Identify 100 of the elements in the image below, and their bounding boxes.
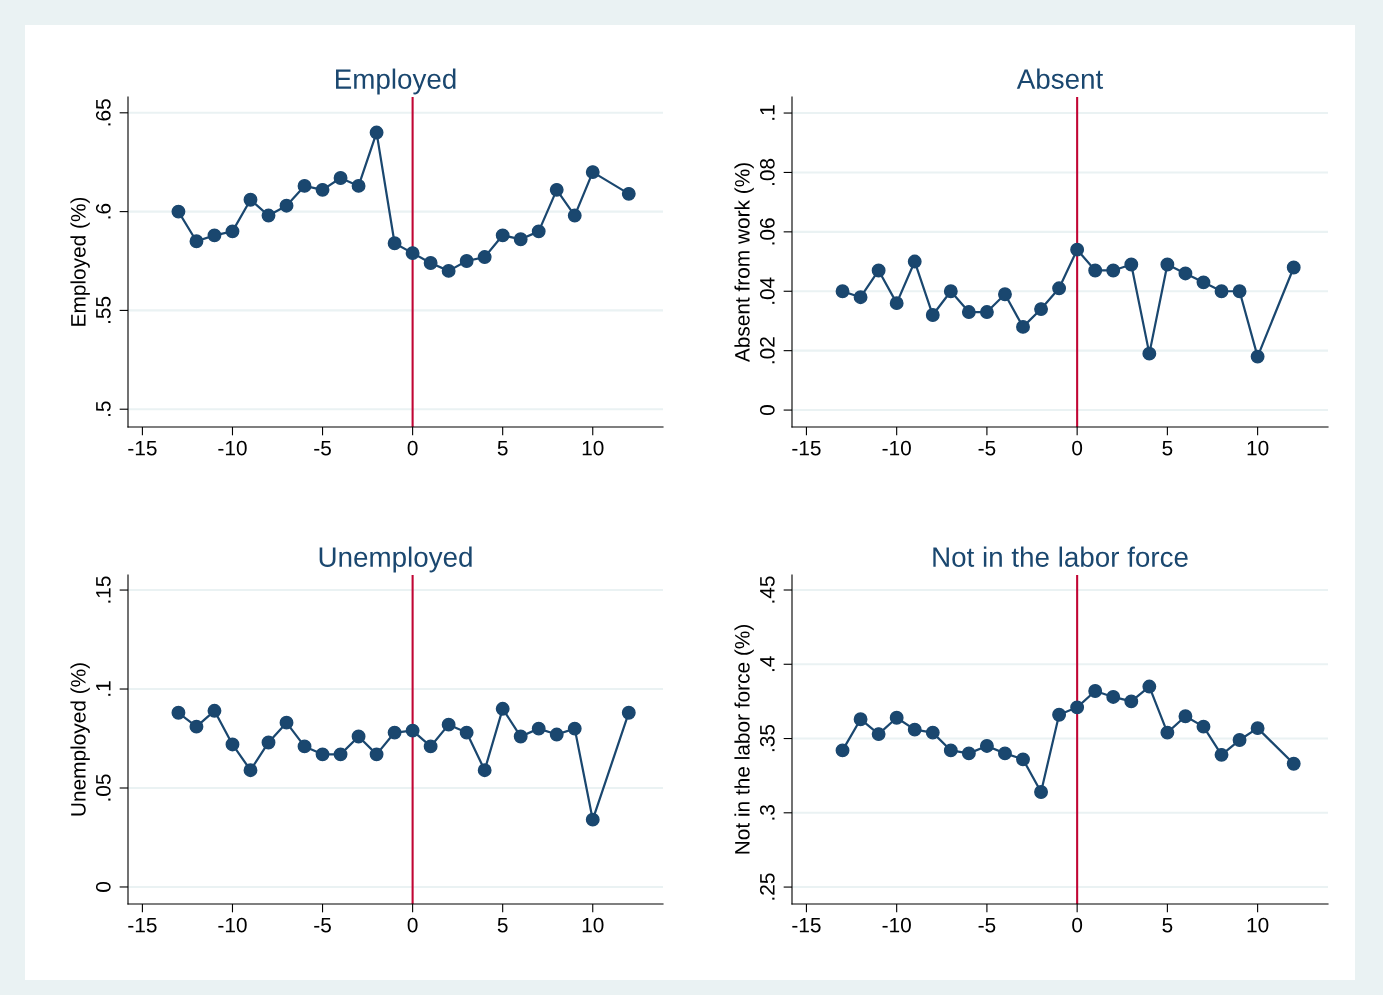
point: [1052, 281, 1067, 296]
point: [297, 739, 312, 754]
y-tick-label: .08: [759, 158, 775, 186]
point: [907, 254, 922, 269]
point: [423, 256, 438, 270]
point: [871, 263, 886, 278]
y-tick-label: .02: [759, 337, 775, 364]
point: [998, 287, 1012, 302]
point: [1214, 284, 1229, 299]
x-tick-label: 0: [1072, 917, 1083, 933]
point: [369, 125, 384, 140]
x-tick-label: -5: [314, 440, 331, 456]
x-tick-label: -15: [128, 917, 157, 933]
point: [297, 178, 312, 193]
x-tick-label: -10: [218, 917, 247, 933]
point: [1070, 700, 1085, 715]
point: [189, 719, 204, 734]
point: [1142, 679, 1157, 694]
y-axis-title: Absent from work (%): [734, 163, 754, 363]
x-tick-label: -5: [978, 917, 996, 933]
x-tick-label: 0: [407, 917, 418, 933]
point: [585, 812, 600, 827]
point: [1016, 319, 1030, 334]
point: [1088, 263, 1103, 278]
y-tick-label: .5: [96, 401, 111, 416]
point: [549, 182, 564, 197]
y-tick-label: .04: [759, 277, 775, 304]
point: [207, 228, 222, 243]
point: [1286, 260, 1301, 275]
point: [1250, 721, 1265, 736]
y-tick-label: .35: [759, 724, 775, 752]
point: [1160, 725, 1175, 740]
point: [1142, 346, 1157, 361]
point: [513, 729, 528, 744]
point: [405, 723, 420, 738]
point: [315, 747, 330, 762]
point: [189, 234, 204, 249]
y-axis-title: Not in the labor force (%): [734, 625, 754, 854]
point: [1070, 242, 1085, 257]
x-tick-label: -15: [128, 440, 157, 456]
point: [531, 224, 546, 239]
y-tick-label: .65: [95, 99, 111, 126]
point: [1196, 719, 1211, 734]
point: [459, 725, 474, 740]
point: [1016, 752, 1030, 767]
point: [261, 208, 276, 223]
point: [1286, 756, 1301, 771]
y-tick-label: .05: [95, 774, 111, 801]
y-tick-label: .45: [760, 576, 775, 603]
point: [1052, 707, 1067, 722]
point: [459, 254, 474, 268]
chart-title: Unemployed: [319, 546, 472, 573]
point: [1034, 302, 1048, 317]
x-tick-label: -5: [314, 917, 331, 933]
point: [333, 171, 348, 185]
point: [1088, 684, 1103, 698]
y-tick-label: .4: [760, 656, 775, 672]
y-axis-title: Employed (%): [70, 197, 90, 326]
point: [943, 284, 958, 299]
point: [621, 186, 636, 201]
point: [998, 746, 1012, 761]
y-tick-label: .1: [96, 681, 111, 696]
point: [1106, 690, 1121, 704]
point: [1160, 257, 1175, 272]
point: [1232, 284, 1247, 299]
chart-title: Absent: [1016, 68, 1104, 89]
point: [1232, 733, 1247, 747]
point: [351, 729, 366, 744]
point: [261, 735, 276, 750]
point: [1106, 263, 1121, 278]
x-tick-label: 10: [1247, 917, 1269, 933]
point: [889, 710, 904, 725]
point: [853, 712, 868, 727]
point: [1196, 275, 1211, 290]
y-tick-label: .06: [759, 218, 775, 245]
x-tick-label: 5: [1162, 440, 1173, 456]
x-tick-label: 5: [497, 440, 508, 456]
point: [961, 746, 976, 761]
point: [1178, 266, 1193, 281]
y-tick-label: 0: [95, 882, 111, 892]
chart-title: Not in the labor force: [933, 546, 1188, 567]
point: [207, 703, 222, 718]
point: [531, 721, 546, 736]
point: [585, 165, 600, 180]
y-axis-title: Unemployed (%): [70, 663, 90, 816]
point: [835, 743, 850, 758]
point: [979, 305, 994, 319]
point: [477, 250, 492, 265]
point: [495, 228, 510, 243]
x-tick-label: -10: [882, 917, 911, 933]
point: [853, 290, 868, 305]
y-tick-label: .25: [759, 873, 775, 900]
x-tick-label: -10: [882, 440, 911, 456]
point: [1124, 694, 1139, 709]
point: [279, 715, 294, 730]
point: [1034, 785, 1048, 799]
point: [567, 721, 582, 736]
x-tick-label: -10: [218, 440, 247, 456]
x-tick-label: -15: [792, 917, 821, 933]
point: [405, 246, 420, 261]
